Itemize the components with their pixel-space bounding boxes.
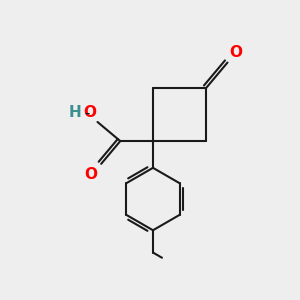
Text: O: O bbox=[229, 45, 242, 60]
Text: -: - bbox=[84, 106, 90, 121]
Text: O: O bbox=[83, 106, 96, 121]
Text: O: O bbox=[85, 167, 98, 182]
Text: H: H bbox=[68, 106, 81, 121]
